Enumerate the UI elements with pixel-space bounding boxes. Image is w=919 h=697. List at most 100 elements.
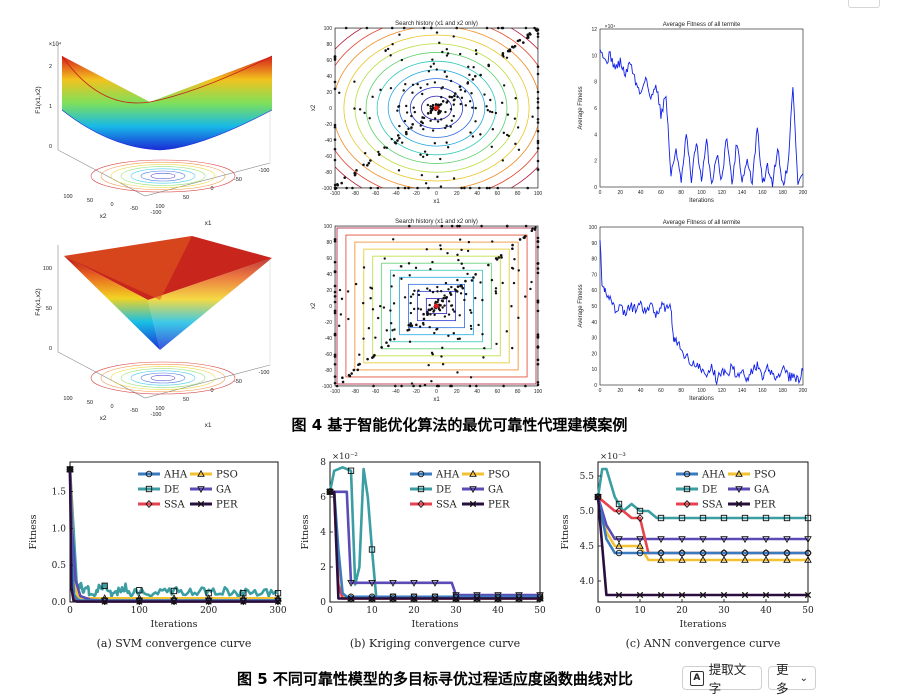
scatter1-mask-right: [538, 0, 578, 218]
scatter1-point: [531, 115, 534, 118]
surface1-exponent: ×10⁴: [49, 41, 62, 48]
scatter2-point: [417, 293, 421, 297]
scatter1-point: [397, 105, 400, 108]
scatter1-point: [344, 26, 348, 30]
scatter2-point: [450, 304, 453, 307]
scatter1-point: [333, 147, 337, 151]
surface1-floor-contour: [150, 172, 176, 180]
svm-legend-marker-ga: [197, 486, 205, 494]
scatter2-point: [511, 247, 514, 251]
scatter1-point: [362, 163, 365, 167]
scatter2-point: [367, 326, 371, 330]
ann-marker-per: [615, 591, 623, 599]
ann-marker-ga: [783, 536, 791, 544]
scatter1-point: [420, 173, 424, 177]
svm-tick-y: 1.5: [52, 487, 67, 497]
scatter1-point: [456, 95, 459, 99]
scatter1-point: [536, 121, 540, 124]
svm-series-de: [68, 469, 279, 600]
scatter2-point: [439, 304, 442, 307]
scatter1-point: [467, 65, 470, 69]
scatter2-point: [451, 308, 455, 311]
fitness1-exponent: ×10⁴: [605, 24, 616, 30]
scatter2-point: [333, 375, 337, 378]
scatter1-point: [513, 117, 517, 120]
ann-marker-pso: [741, 555, 749, 563]
ann-tick-y: 4.5: [580, 542, 595, 552]
scatter1-point: [450, 95, 454, 99]
scatter1-point: [439, 118, 443, 121]
surface2-tick-x1: -50: [234, 379, 242, 385]
scatter2-point: [333, 300, 337, 304]
surface1-mesh: [62, 56, 272, 150]
kriging-xlabel: Iterations: [412, 619, 459, 630]
scatter2-point: [467, 240, 471, 244]
scatter1-point: [369, 186, 373, 190]
fitness2-tick-y: 60: [591, 288, 597, 294]
kriging-marker-ga: [515, 592, 523, 600]
scatter2-mask-right: [538, 196, 578, 416]
svm-legend-marker-per: [197, 500, 205, 508]
ann-marker-ga: [720, 536, 728, 544]
scatter2-point: [340, 297, 344, 301]
surface2-tick-x2: 100: [63, 396, 72, 402]
scatter1-point: [345, 186, 348, 190]
ann-tick-x: 10: [634, 606, 646, 616]
scatter2-point: [530, 280, 533, 284]
scatter1-point: [334, 186, 338, 190]
scatter2-point: [517, 316, 520, 320]
scatter1-point: [368, 117, 371, 120]
kriging-marker-per-b: [389, 595, 397, 602]
scatter2-point: [458, 314, 461, 317]
kriging-legend-label-per: PER: [488, 500, 510, 511]
scatter1-point: [453, 94, 456, 98]
scatter1-point: [433, 142, 437, 145]
scatter1-point: [351, 186, 354, 190]
surface1-tick-x2: -50: [130, 206, 138, 212]
scatter2-point: [430, 307, 434, 310]
scatter1-point: [479, 73, 482, 77]
surface2-x2-label: x2: [100, 415, 107, 422]
svm-tick-x: 100: [131, 606, 148, 616]
scatter2-point: [337, 324, 341, 328]
more-label: 更多: [776, 662, 789, 696]
scatter1-point: [471, 106, 474, 109]
scatter1-point: [426, 83, 429, 86]
scatter2-contour: [363, 248, 510, 364]
surface2-front-left-face: [64, 256, 160, 350]
scatter1-point: [485, 186, 489, 190]
more-button[interactable]: 更多 ⌄: [768, 662, 816, 696]
scatter2-tick-x: 20: [454, 389, 460, 395]
scatter1-point: [400, 141, 404, 144]
scatter1-point: [536, 117, 540, 121]
scatter1-point: [396, 134, 400, 137]
surface2-tick-x2: -50: [130, 408, 138, 414]
scatter1-point: [396, 109, 399, 112]
scatter1-point: [536, 65, 540, 68]
scatter2-point: [491, 240, 494, 243]
fitness2-tick-y: 100: [589, 225, 598, 231]
scatter1-point: [485, 105, 488, 108]
fitness2-tick-y: 70: [591, 272, 597, 278]
scatter1-point: [449, 108, 453, 111]
scatter2-point: [452, 331, 455, 335]
extract-text-button[interactable]: A 提取文字: [682, 662, 762, 696]
svm-marker-per-b: [170, 598, 178, 605]
scatter1-point: [423, 150, 427, 153]
scatter1-point: [435, 31, 439, 34]
scatter1-tick-y: 0: [329, 106, 332, 112]
scatter1-point: [426, 112, 430, 115]
surface1-z-label: F1(x1,x2): [35, 86, 42, 113]
kriging-tick-y: 2: [320, 563, 326, 573]
scatter2-point: [480, 224, 483, 228]
scatter1-point: [440, 87, 443, 90]
scatter2-point: [523, 236, 526, 240]
scatter1-point: [485, 26, 489, 30]
kriging-series-per: [330, 490, 540, 600]
kriging-legend-label-pso: PSO: [488, 470, 510, 481]
scatter2-point: [441, 306, 444, 309]
scatter2-point: [458, 224, 461, 228]
fitness2-tick-y: 0: [594, 383, 597, 389]
scatter2-point: [517, 269, 520, 272]
scatter1-point: [514, 142, 517, 146]
